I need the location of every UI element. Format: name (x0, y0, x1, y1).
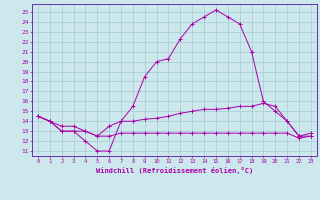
X-axis label: Windchill (Refroidissement éolien,°C): Windchill (Refroidissement éolien,°C) (96, 167, 253, 174)
